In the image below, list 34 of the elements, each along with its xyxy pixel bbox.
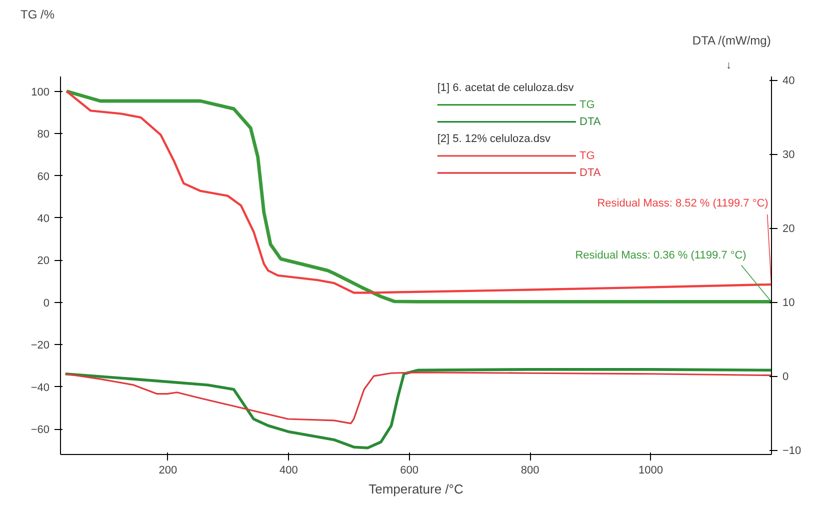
y2-tick-label: 0 [782,371,789,384]
annotation: Residual Mass: 0.36 % (1199.7 °C) [575,250,746,262]
x-tick-label: 200 [158,464,178,476]
x-axis-title: Temperature /°C [368,482,464,496]
y2-tick-label: 30 [782,149,795,162]
y-tick-label: 80 [37,128,50,141]
text: TG [580,150,595,162]
x-tick-label: 1000 [638,464,664,476]
annotation: Residual Mass: 8.52 % (1199.7 °C) [597,197,768,210]
y2-axis-title: DTA /(mW/mg) [692,34,771,48]
y2-tick-label: 10 [782,297,795,310]
y2-tick-label: 40 [782,75,795,88]
x-tick-label: 800 [520,464,540,476]
x-tick-label: 600 [400,464,419,476]
y-tick-label: −20 [30,340,50,352]
text: DTA [580,116,602,128]
text: ↓ [726,60,732,72]
y-tick-label: 40 [37,212,50,225]
text: TG [580,98,595,111]
line-series [64,372,772,424]
y-tick-label: 100 [31,86,50,98]
y-tick-label: 20 [37,255,50,268]
y-tick-label: −40 [30,382,50,394]
y-axis-title: TG /% [20,8,55,22]
y2-tick-label: −10 [782,445,802,458]
y-tick-label: 0 [43,297,50,310]
text: DTA [580,166,602,179]
y-tick-label: 60 [37,170,50,183]
line-series [64,368,772,450]
x-tick-label: 400 [279,464,298,476]
y-tick-label: −60 [30,424,50,436]
annotation: [2] 5. 12% celuloza.dsv [437,132,551,145]
y2-tick-label: 20 [782,223,795,236]
annotation: [1] 6. acetat de celuloza.dsv [437,82,574,94]
